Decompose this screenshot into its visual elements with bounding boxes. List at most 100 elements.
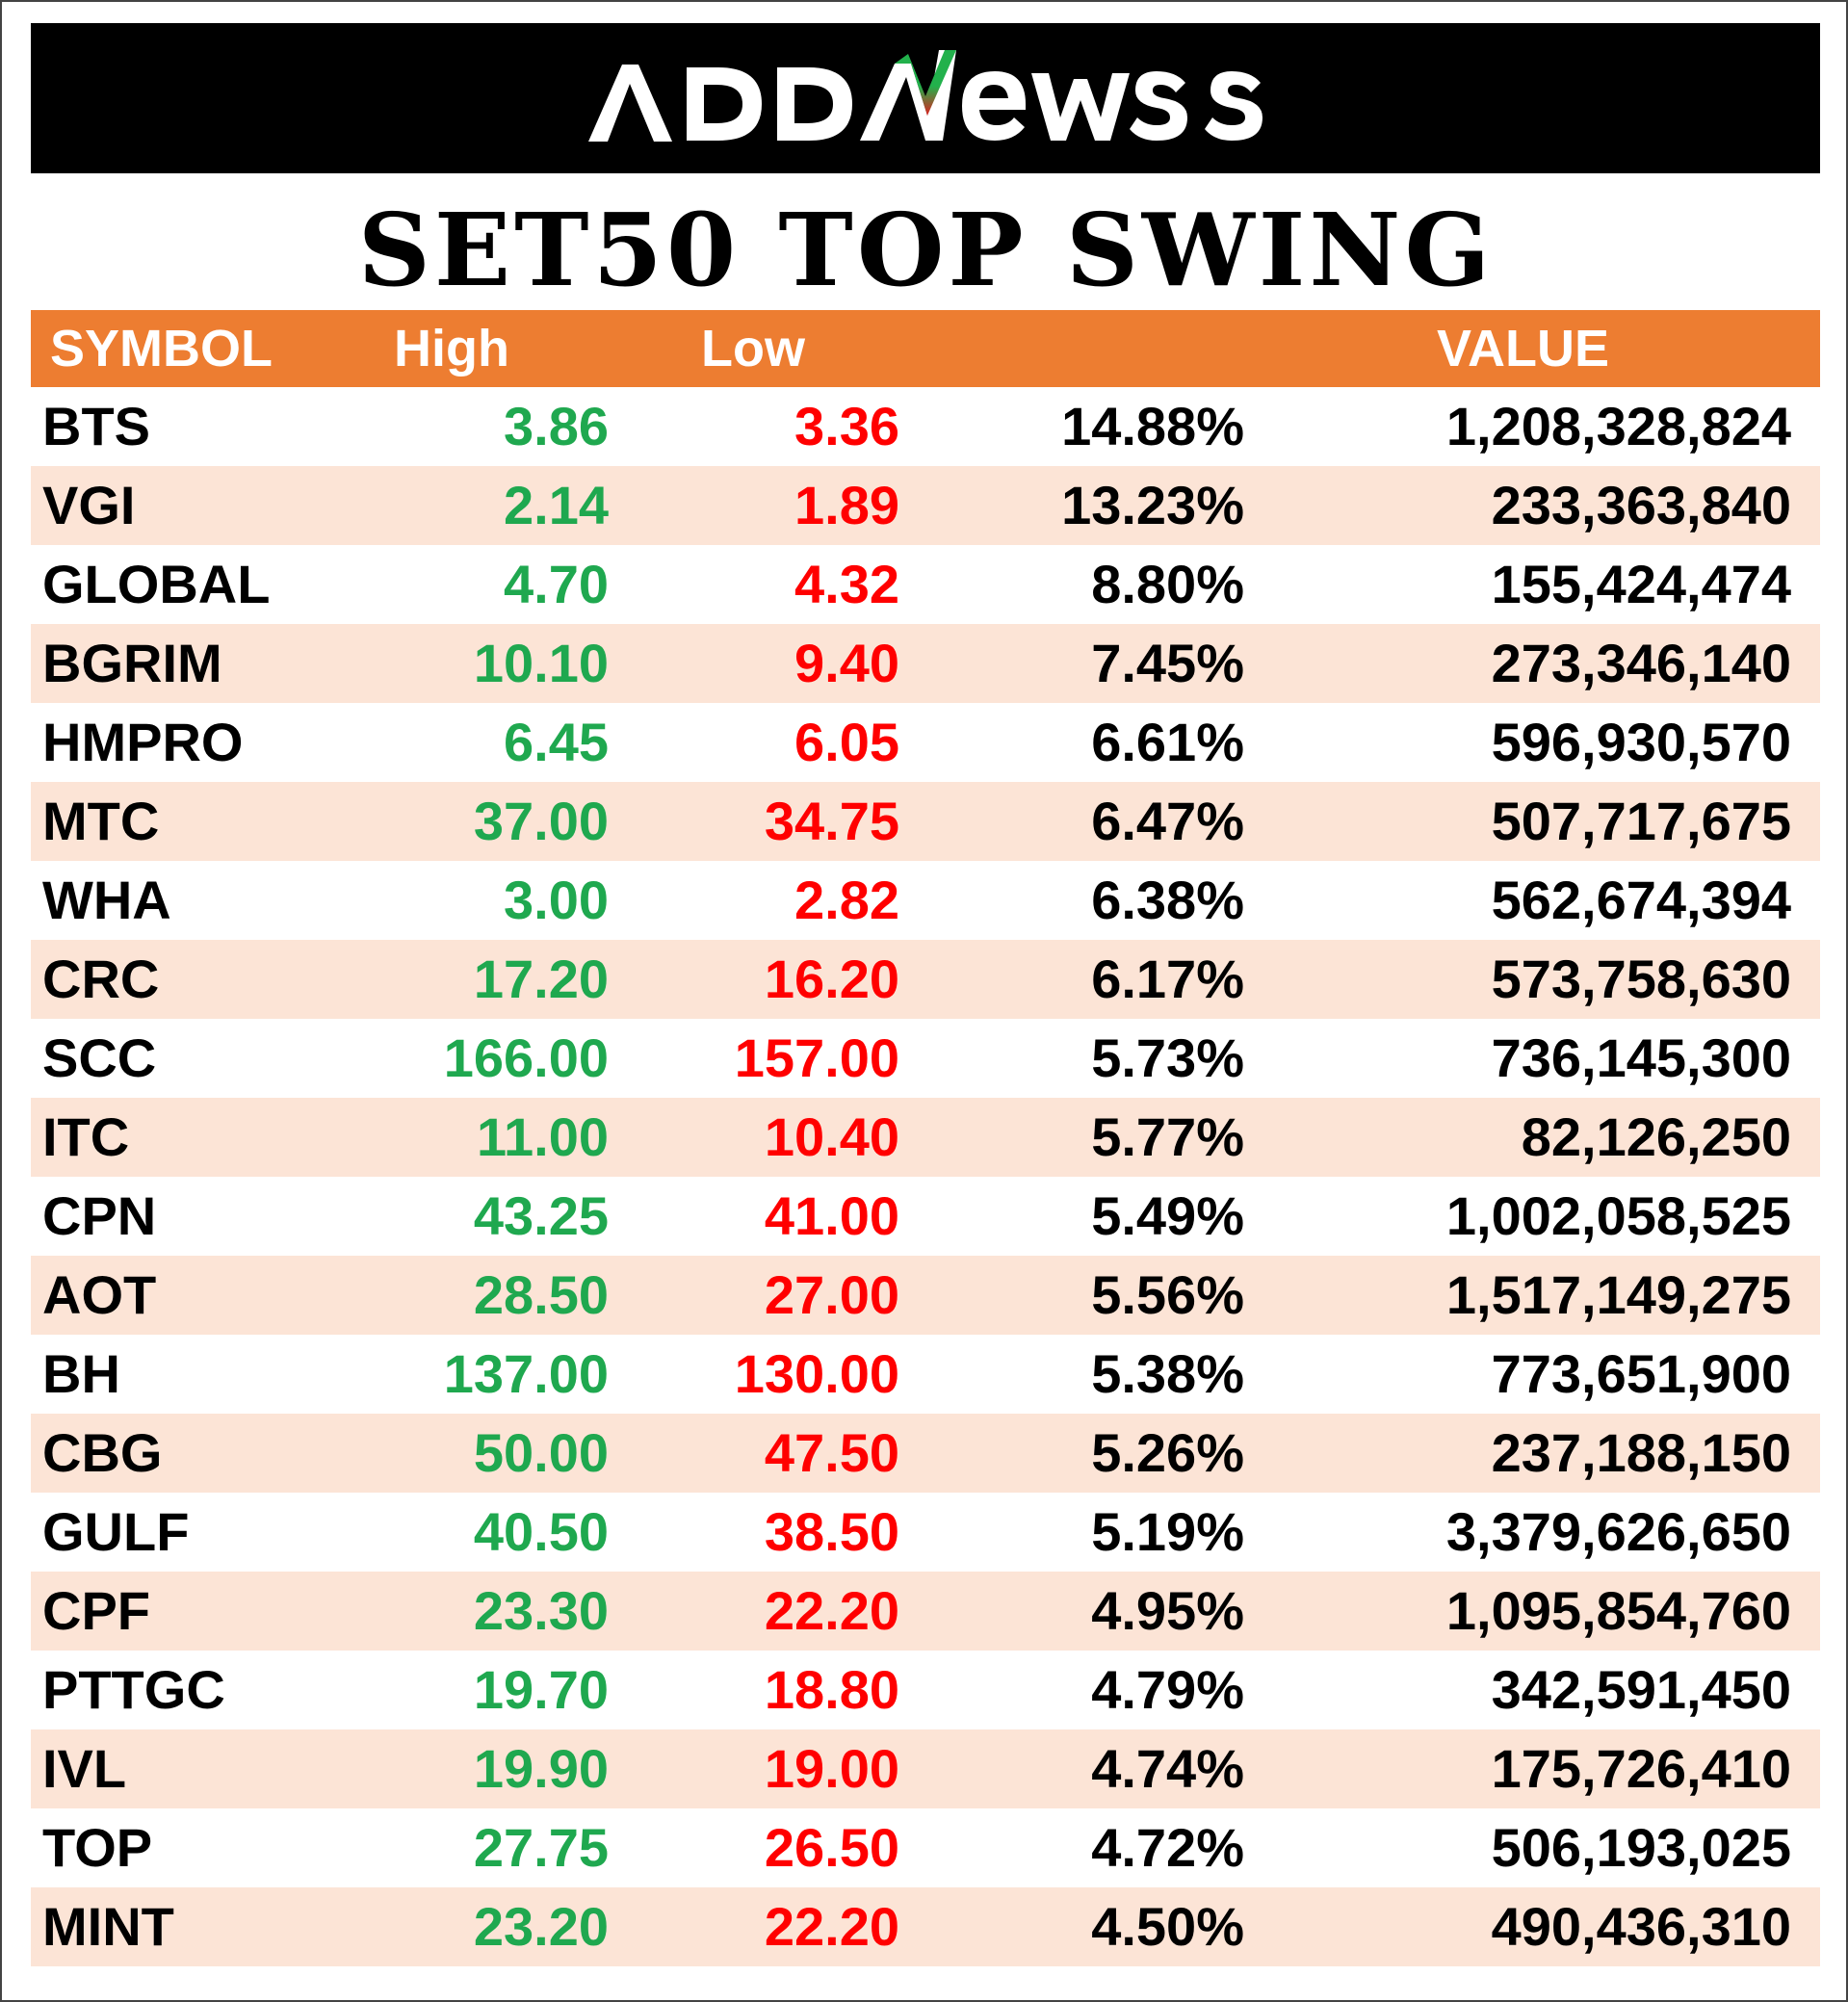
cell-low: 2.82 bbox=[794, 870, 899, 930]
cell-pct: 4.50% bbox=[1091, 1896, 1244, 1957]
cell-high: 10.10 bbox=[473, 633, 609, 693]
cell-high: 137.00 bbox=[443, 1343, 609, 1404]
table-row: AOT 28.50 27.00 5.56% 1,517,149,275 bbox=[31, 1256, 1820, 1335]
cell-low: 130.00 bbox=[734, 1343, 899, 1404]
cell-low: 22.20 bbox=[764, 1896, 899, 1957]
cell-pct: 5.49% bbox=[1091, 1185, 1244, 1246]
cell-low: 27.00 bbox=[764, 1264, 899, 1325]
cell-pct: 6.47% bbox=[1091, 791, 1244, 851]
cell-high: 23.20 bbox=[473, 1896, 609, 1957]
cell-pct: 13.23% bbox=[1061, 475, 1244, 535]
cell-symbol: IVL bbox=[42, 1738, 127, 1799]
cell-low: 22.20 bbox=[764, 1580, 899, 1641]
cell-low: 6.05 bbox=[794, 712, 899, 772]
cell-high: 37.00 bbox=[473, 791, 609, 851]
cell-symbol: CBG bbox=[42, 1422, 163, 1483]
cell-symbol: MTC bbox=[42, 791, 160, 851]
cell-symbol: BGRIM bbox=[42, 633, 222, 693]
cell-high: 4.70 bbox=[504, 554, 609, 614]
cell-pct: 4.72% bbox=[1091, 1817, 1244, 1878]
cell-value: 490,436,310 bbox=[1491, 1896, 1791, 1957]
cell-value: 596,930,570 bbox=[1491, 712, 1791, 772]
table-row: HMPRO 6.45 6.05 6.61% 596,930,570 bbox=[31, 703, 1820, 782]
table-row: VGI 2.14 1.89 13.23% 233,363,840 bbox=[31, 466, 1820, 545]
header-value: VALUE bbox=[1437, 320, 1610, 377]
cell-high: 28.50 bbox=[473, 1264, 609, 1325]
page-title: SET50 TOP SWING bbox=[357, 191, 1495, 309]
cell-pct: 6.17% bbox=[1091, 949, 1244, 1009]
cell-value: 155,424,474 bbox=[1491, 554, 1791, 614]
cell-value: 233,363,840 bbox=[1491, 475, 1791, 535]
cell-low: 16.20 bbox=[764, 949, 899, 1009]
cell-value: 573,758,630 bbox=[1491, 949, 1791, 1009]
cell-symbol: VGI bbox=[42, 475, 136, 535]
cell-value: 562,674,394 bbox=[1491, 870, 1791, 930]
cell-high: 23.30 bbox=[473, 1580, 609, 1641]
cell-low: 3.36 bbox=[794, 396, 899, 456]
addnewss-logo bbox=[588, 50, 1262, 142]
cell-low: 157.00 bbox=[734, 1027, 899, 1088]
cell-value: 1,208,328,824 bbox=[1445, 396, 1791, 456]
cell-high: 2.14 bbox=[504, 475, 609, 535]
cell-symbol: TOP bbox=[42, 1817, 153, 1878]
cell-pct: 5.77% bbox=[1091, 1106, 1244, 1167]
cell-high: 27.75 bbox=[473, 1817, 609, 1878]
table-row: CBG 50.00 47.50 5.26% 237,188,150 bbox=[31, 1414, 1820, 1493]
table-row: ITC 11.00 10.40 5.77% 82,126,250 bbox=[31, 1098, 1820, 1177]
cell-high: 19.70 bbox=[473, 1659, 609, 1720]
header-symbol: SYMBOL bbox=[50, 320, 273, 377]
cell-pct: 6.61% bbox=[1091, 712, 1244, 772]
cell-symbol: BH bbox=[42, 1343, 120, 1404]
cell-high: 43.25 bbox=[473, 1185, 609, 1246]
cell-pct: 5.56% bbox=[1091, 1264, 1244, 1325]
cell-pct: 5.73% bbox=[1091, 1027, 1244, 1088]
cell-pct: 4.74% bbox=[1091, 1738, 1244, 1799]
cell-low: 9.40 bbox=[794, 633, 899, 693]
cell-pct: 8.80% bbox=[1091, 554, 1244, 614]
cell-high: 3.00 bbox=[504, 870, 609, 930]
cell-pct: 7.45% bbox=[1091, 633, 1244, 693]
cell-high: 11.00 bbox=[476, 1106, 609, 1167]
cell-low: 1.89 bbox=[794, 475, 899, 535]
cell-high: 6.45 bbox=[504, 712, 609, 772]
cell-high: 17.20 bbox=[473, 949, 609, 1009]
table-row: PTTGC 19.70 18.80 4.79% 342,591,450 bbox=[31, 1651, 1820, 1729]
table-row: CPF 23.30 22.20 4.95% 1,095,854,760 bbox=[31, 1572, 1820, 1651]
cell-symbol: GULF bbox=[42, 1501, 190, 1562]
cell-symbol: BTS bbox=[42, 396, 150, 456]
table-row: BGRIM 10.10 9.40 7.45% 273,346,140 bbox=[31, 624, 1820, 703]
cell-value: 1,095,854,760 bbox=[1445, 1580, 1791, 1641]
table-row: TOP 27.75 26.50 4.72% 506,193,025 bbox=[31, 1808, 1820, 1887]
cell-value: 773,651,900 bbox=[1491, 1343, 1791, 1404]
table-row: GLOBAL 4.70 4.32 8.80% 155,424,474 bbox=[31, 545, 1820, 624]
table-header: SYMBOL High Low VALUE bbox=[31, 310, 1820, 387]
cell-symbol: CRC bbox=[42, 949, 160, 1009]
cell-low: 41.00 bbox=[764, 1185, 899, 1246]
cell-symbol: PTTGC bbox=[42, 1659, 225, 1720]
table-row: CRC 17.20 16.20 6.17% 573,758,630 bbox=[31, 940, 1820, 1019]
cell-symbol: SCC bbox=[42, 1027, 157, 1088]
cell-low: 34.75 bbox=[764, 791, 899, 851]
cell-symbol: ITC bbox=[42, 1106, 130, 1167]
cell-low: 47.50 bbox=[764, 1422, 899, 1483]
cell-symbol: CPN bbox=[42, 1185, 157, 1246]
cell-symbol: CPF bbox=[42, 1580, 150, 1641]
cell-value: 736,145,300 bbox=[1491, 1027, 1791, 1088]
cell-symbol: HMPRO bbox=[42, 712, 244, 772]
cell-value: 82,126,250 bbox=[1521, 1106, 1791, 1167]
cell-value: 342,591,450 bbox=[1491, 1659, 1791, 1720]
cell-value: 237,188,150 bbox=[1491, 1422, 1791, 1483]
cell-value: 506,193,025 bbox=[1491, 1817, 1791, 1878]
cell-symbol: MINT bbox=[42, 1896, 174, 1957]
cell-pct: 4.95% bbox=[1091, 1580, 1244, 1641]
swing-table: SYMBOL High Low VALUE BTS 3.86 3.36 14.8… bbox=[31, 310, 1820, 1966]
logo-bar bbox=[31, 23, 1820, 173]
header-low: Low bbox=[701, 320, 805, 377]
cell-low: 4.32 bbox=[794, 554, 899, 614]
cell-high: 166.00 bbox=[443, 1027, 609, 1088]
table-row: MTC 37.00 34.75 6.47% 507,717,675 bbox=[31, 782, 1820, 861]
table-row: MINT 23.20 22.20 4.50% 490,436,310 bbox=[31, 1887, 1820, 1966]
cell-high: 3.86 bbox=[504, 396, 609, 456]
cell-high: 50.00 bbox=[473, 1422, 609, 1483]
